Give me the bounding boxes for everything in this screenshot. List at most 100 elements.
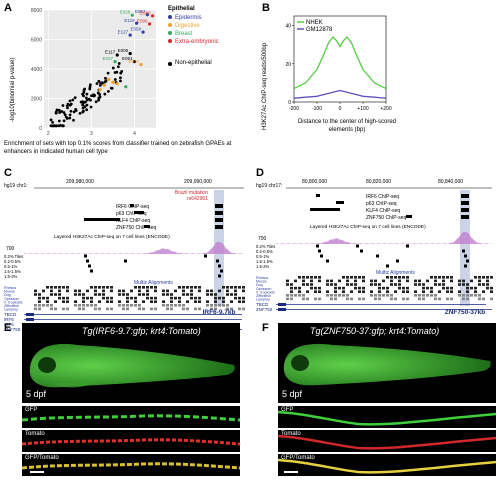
panel-f-title: Tg(ZNF750-37:gfp; krt4:Tomato) bbox=[310, 326, 440, 336]
alignment-block bbox=[94, 293, 97, 296]
alignment-block bbox=[138, 293, 141, 296]
alignment-block bbox=[38, 307, 41, 311]
alignment-block bbox=[238, 286, 241, 289]
alignment-block bbox=[286, 294, 289, 297]
alignment-block bbox=[482, 276, 485, 279]
alignment-block bbox=[82, 307, 85, 311]
alignment-block bbox=[138, 307, 141, 311]
legend-label: GM12878 bbox=[306, 27, 333, 33]
alignment-block bbox=[230, 286, 233, 289]
highlight-point bbox=[145, 13, 149, 17]
data-point bbox=[109, 86, 113, 90]
alignment-block bbox=[82, 293, 85, 296]
legend-label: Breast bbox=[175, 31, 193, 37]
data-point bbox=[58, 111, 62, 114]
alignment-block bbox=[330, 297, 333, 301]
data-point bbox=[83, 105, 87, 109]
alignment-block bbox=[490, 290, 493, 293]
tile-block bbox=[360, 249, 363, 253]
alignment-block bbox=[38, 304, 41, 307]
alignment-block bbox=[390, 297, 393, 301]
alignment-block bbox=[378, 290, 381, 293]
track-label: p63 ChIP-seq bbox=[116, 211, 147, 217]
alignment-block bbox=[194, 296, 197, 300]
tile-block bbox=[218, 274, 221, 278]
gene-exon bbox=[26, 318, 34, 321]
alignment-block bbox=[134, 304, 137, 307]
digestive-point bbox=[107, 77, 111, 81]
alignment-block bbox=[82, 296, 85, 300]
alignment-block bbox=[34, 293, 37, 296]
x-tick-label: +200 bbox=[380, 106, 391, 112]
alignment-block bbox=[302, 297, 305, 301]
tile-label: 0.5-1% bbox=[256, 254, 270, 259]
data-point bbox=[60, 110, 64, 113]
alignment-block bbox=[426, 286, 429, 290]
alignment-block bbox=[230, 300, 233, 303]
alignment-block bbox=[462, 294, 465, 297]
tile-block bbox=[326, 259, 329, 263]
alignment-block bbox=[430, 294, 433, 297]
legend-item: Digestive bbox=[168, 23, 200, 29]
alignment-block bbox=[226, 286, 229, 289]
alignment-block bbox=[342, 294, 345, 297]
alignment-block bbox=[298, 294, 301, 297]
legend-marker bbox=[168, 31, 172, 35]
layered-signal bbox=[276, 231, 492, 244]
legend-item: Breast bbox=[168, 31, 192, 37]
species-label: Zebrafish bbox=[4, 304, 19, 308]
alignment-block bbox=[294, 294, 297, 297]
alignment-block bbox=[190, 296, 193, 300]
alignment-block bbox=[102, 296, 105, 300]
x-tick-label: -100 bbox=[312, 106, 322, 112]
alignment-block bbox=[486, 283, 489, 286]
alignment-block bbox=[362, 286, 365, 290]
alignment-block bbox=[338, 279, 341, 283]
chip-peak bbox=[461, 208, 469, 212]
data-point bbox=[73, 96, 77, 99]
data-point bbox=[61, 104, 65, 107]
data-point bbox=[96, 91, 100, 95]
alignment-block bbox=[154, 300, 157, 303]
alignment-block bbox=[310, 279, 313, 283]
alignment-block bbox=[106, 300, 109, 303]
alignment-block bbox=[386, 286, 389, 290]
alignment-block bbox=[118, 293, 121, 296]
panel-e-scale-bar bbox=[30, 471, 44, 473]
alignment-block bbox=[194, 307, 197, 311]
panel-b-xlabel: Distance to the center of high-scored el… bbox=[297, 119, 397, 133]
point-label: E099 bbox=[137, 19, 148, 24]
alignment-block bbox=[206, 289, 209, 293]
alignment-block bbox=[110, 289, 113, 293]
alignment-block bbox=[490, 297, 493, 301]
alignment-block bbox=[470, 279, 473, 283]
alignment-block bbox=[386, 290, 389, 293]
alignment-block bbox=[166, 304, 169, 307]
alignment-block bbox=[370, 294, 373, 297]
alignment-block bbox=[422, 297, 425, 301]
alignment-block bbox=[98, 286, 101, 289]
chip-peak bbox=[215, 204, 223, 208]
alignment-block bbox=[142, 293, 145, 296]
data-point bbox=[65, 117, 69, 120]
breast-point bbox=[124, 85, 128, 89]
data-point bbox=[55, 108, 59, 112]
alignment-block bbox=[222, 296, 225, 300]
alignment-block bbox=[198, 289, 201, 293]
alignment-block bbox=[58, 293, 61, 296]
x-tick-label: +100 bbox=[357, 106, 368, 112]
alignment-block bbox=[54, 307, 57, 311]
alignment-block bbox=[214, 296, 217, 300]
alignment-block bbox=[142, 307, 145, 311]
alignment-block bbox=[382, 279, 385, 283]
alignment-block bbox=[362, 279, 365, 283]
tile-block bbox=[462, 249, 465, 253]
alignment-block bbox=[206, 304, 209, 307]
panel-e-merge-signal bbox=[21, 462, 241, 470]
tile-block bbox=[318, 249, 321, 253]
legend-non-epithelial: Non-epithelial bbox=[175, 60, 212, 66]
track-label: KLF4 ChIP-seq bbox=[366, 208, 400, 214]
alignment-block bbox=[394, 276, 397, 279]
tile-block bbox=[216, 259, 219, 263]
highlight-point bbox=[150, 14, 155, 18]
